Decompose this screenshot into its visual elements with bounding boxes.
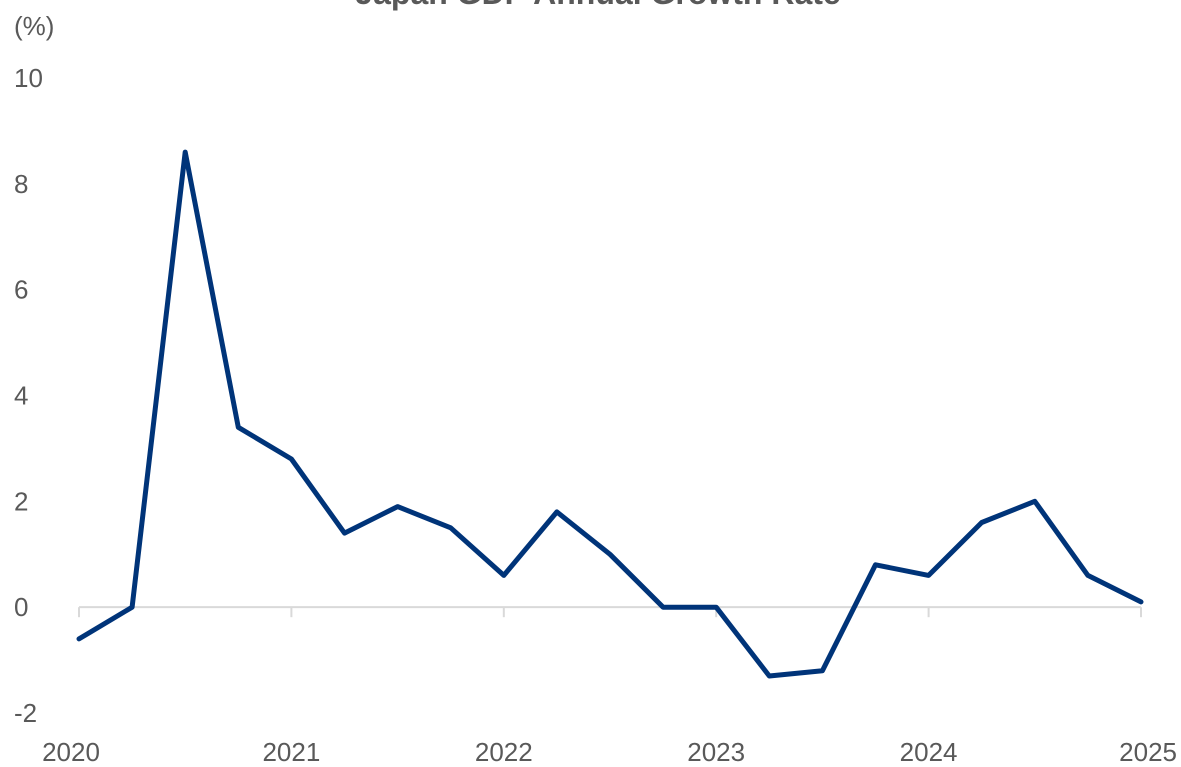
x-tick-label: 2020: [42, 737, 100, 767]
y-tick-label: 0: [14, 592, 28, 622]
y-tick-label: 2: [14, 486, 28, 516]
series-line: [76, 149, 1144, 679]
series-group: [76, 149, 1144, 679]
y-axis-unit-label: (%): [14, 11, 54, 41]
x-tick-label: 2021: [262, 737, 320, 767]
x-tick-label: 2025: [1119, 737, 1177, 767]
x-tick-label: 2022: [475, 737, 533, 767]
y-tick-label: 10: [14, 63, 43, 93]
y-tick-label: -2: [14, 698, 37, 728]
chart-title: Japan GDP Annual Growth Rate: [355, 0, 840, 11]
y-tick-label: 8: [14, 169, 28, 199]
y-tick-label: 6: [14, 275, 28, 305]
x-tick-label: 2024: [900, 737, 958, 767]
x-axis-tick-marks: [78, 607, 1142, 618]
x-axis-tick-labels: 2020 2021 2022 2023 2024 2025: [42, 737, 1177, 767]
x-tick-label: 2023: [687, 737, 745, 767]
y-axis-tick-labels: -2 0 2 4 6 8 10: [14, 63, 43, 728]
y-tick-label: 4: [14, 381, 28, 411]
